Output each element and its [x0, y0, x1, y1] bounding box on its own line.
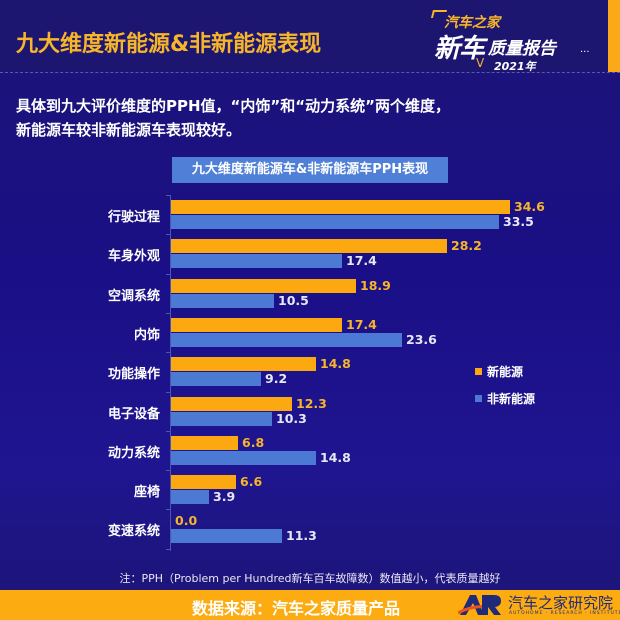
- summary-text: 具体到九大评价维度的PPH值，“内饰”和“动力系统”两个维度， 新能源车较非新能…: [16, 94, 596, 142]
- category-label: 空调系统: [107, 289, 160, 304]
- value-label: 6.6: [240, 474, 263, 489]
- brand-sub-text: 质量报告: [488, 39, 556, 59]
- chart-row: 功能操作 14.8 9.2: [0, 352, 620, 391]
- value-label: 14.8: [320, 450, 351, 465]
- bar-non-new-energy: [171, 294, 274, 308]
- value-label: 28.2: [451, 238, 482, 253]
- bar-non-new-energy: [171, 254, 342, 268]
- chart-row: 动力系统 6.8 14.8: [0, 431, 620, 470]
- bar-non-new-energy: [171, 412, 272, 426]
- brand-top-text: 汽车之家: [444, 15, 500, 31]
- bar-chart: 行驶过程 34.6 33.5 车身外观 28.2 17.4 空调系统 18.9 10.5 内饰 17…: [0, 195, 620, 555]
- ar-logo-icon: [458, 595, 501, 615]
- chart-row: 变速系统 0.0 11.3: [0, 509, 620, 548]
- bar-non-new-energy: [171, 451, 316, 465]
- chart-row: 空调系统 18.9 10.5: [0, 274, 620, 313]
- axis-tick: [166, 313, 171, 314]
- legend-swatch-blue-icon: [475, 395, 482, 402]
- value-label: 33.5: [503, 214, 534, 229]
- legend-label: 非新能源: [487, 392, 536, 406]
- bar-new-energy: [171, 475, 236, 489]
- bar-non-new-energy: [171, 529, 282, 543]
- category-label: 动力系统: [107, 446, 160, 461]
- value-label: 12.3: [296, 396, 327, 411]
- axis-tick: [166, 274, 171, 275]
- axis-tick: [166, 392, 171, 393]
- bar-new-energy: [171, 200, 510, 214]
- category-label: 变速系统: [107, 524, 160, 539]
- brand-main-text: 新车: [434, 34, 485, 64]
- value-label: 14.8: [320, 356, 351, 371]
- chart-title: 九大维度新能源车&非新能源车PPH表现: [172, 157, 448, 183]
- axis-tick: [166, 470, 171, 471]
- header-divider: [0, 72, 620, 73]
- summary-line-1: 具体到九大评价维度的PPH值，“内饰”和“动力系统”两个维度，: [16, 97, 450, 115]
- brand-logo: 汽车之家 新车 质量报告 ... V 2021年: [430, 6, 600, 73]
- bar-new-energy: [171, 436, 238, 450]
- legend-item-nev: 新能源: [475, 363, 523, 380]
- footnote: 注：PPH（Problem per Hundred新车百车故障数）数值越小，代表…: [119, 572, 501, 585]
- category-label: 座椅: [133, 485, 160, 500]
- data-source: 数据来源：汽车之家质量产品: [192, 599, 401, 618]
- value-label: 11.3: [286, 528, 317, 543]
- bar-non-new-energy: [171, 490, 209, 504]
- bar-new-energy: [171, 279, 356, 293]
- value-label: 10.5: [278, 293, 309, 308]
- org-name: 汽车之家研究院: [508, 594, 614, 612]
- bar-non-new-energy: [171, 333, 402, 347]
- value-label: 17.4: [346, 253, 377, 268]
- bar-new-energy: [171, 357, 316, 371]
- bar-new-energy: [171, 239, 447, 253]
- axis-tick: [166, 195, 171, 196]
- brand-year: 2021年: [494, 60, 536, 73]
- checkmark-icon: V: [476, 56, 485, 70]
- bar-non-new-energy: [171, 215, 499, 229]
- category-label: 功能操作: [107, 367, 160, 382]
- axis-tick: [166, 352, 171, 353]
- summary-line-2: 新能源车较非新能源车表现较好。: [16, 121, 242, 139]
- value-label: 23.6: [406, 332, 437, 347]
- value-label: 6.8: [242, 435, 265, 450]
- bar-new-energy: [171, 397, 292, 411]
- chart-row: 车身外观 28.2 17.4: [0, 234, 620, 273]
- chart-row: 内饰 17.4 23.6: [0, 313, 620, 352]
- page-title: 九大维度新能源&非新能源表现: [16, 32, 322, 57]
- axis-tick: [166, 549, 171, 550]
- org-subtitle: AUTOHOME · RESEARCH · INSTITUTE: [509, 611, 620, 616]
- value-label: 10.3: [276, 411, 307, 426]
- header-accent-stripe: [608, 0, 620, 72]
- legend-swatch-orange-icon: [475, 368, 482, 375]
- chart-row: 行驶过程 34.6 33.5: [0, 195, 620, 234]
- brand-dots: ...: [580, 44, 590, 55]
- value-label: 17.4: [346, 317, 377, 332]
- y-axis: [170, 195, 171, 551]
- axis-tick: [166, 234, 171, 235]
- value-label: 3.9: [213, 489, 236, 504]
- footer: 数据来源：汽车之家质量产品 汽车之家研究院 AUTOHOME · RESEARC…: [0, 590, 620, 620]
- value-label: 18.9: [360, 278, 391, 293]
- header: 九大维度新能源&非新能源表现 汽车之家 新车 质量报告 ... V 2021年: [0, 0, 620, 73]
- value-label: 0.0: [175, 513, 198, 528]
- bar-non-new-energy: [171, 372, 261, 386]
- category-label: 车身外观: [107, 249, 160, 264]
- axis-tick: [166, 509, 171, 510]
- bar-new-energy: [171, 318, 342, 332]
- value-label: 34.6: [514, 199, 545, 214]
- category-label: 行驶过程: [107, 210, 160, 225]
- category-label: 电子设备: [107, 407, 160, 422]
- chart-row: 座椅 6.6 3.9: [0, 470, 620, 509]
- category-label: 内饰: [133, 328, 160, 343]
- axis-tick: [166, 431, 171, 432]
- value-label: 9.2: [265, 371, 288, 386]
- legend-label: 新能源: [487, 365, 524, 379]
- chart-row: 电子设备 12.3 10.3: [0, 392, 620, 431]
- legend-item-ice: 非新能源: [475, 390, 535, 407]
